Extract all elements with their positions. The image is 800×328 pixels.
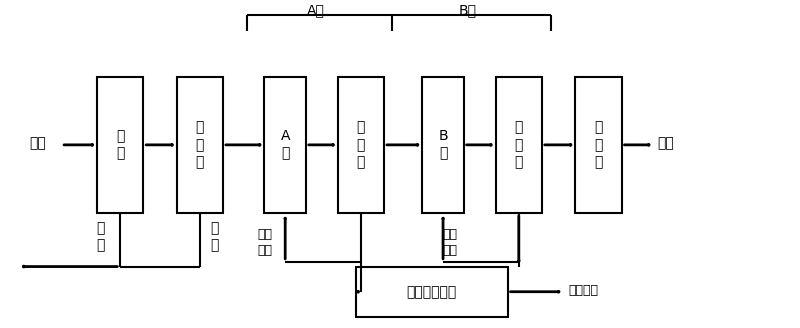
Text: 消
毒
池: 消 毒 池 (594, 121, 602, 169)
Text: A段: A段 (307, 3, 326, 17)
Text: 栅
渣: 栅 渣 (96, 221, 105, 252)
Bar (177, 77, 223, 213)
Text: 回流
污泥: 回流 污泥 (442, 228, 457, 257)
Text: 污泥浓缩脱水: 污泥浓缩脱水 (406, 285, 457, 299)
Text: B
池: B 池 (438, 129, 448, 160)
Bar (356, 267, 508, 317)
Bar (575, 77, 622, 213)
Bar (265, 77, 306, 213)
Text: 干泥外运: 干泥外运 (568, 284, 598, 297)
Text: 格
栅: 格 栅 (116, 129, 124, 160)
Text: 沉
淀
池: 沉 淀 池 (514, 121, 523, 169)
Text: 沉
淀
池: 沉 淀 池 (357, 121, 365, 169)
Bar (97, 77, 143, 213)
Text: 出水: 出水 (657, 136, 674, 150)
Text: 回流
污泥: 回流 污泥 (258, 228, 273, 257)
Text: 进水: 进水 (29, 136, 46, 150)
Text: A
池: A 池 (281, 129, 290, 160)
Text: 沙
渣: 沙 渣 (210, 221, 218, 252)
Bar (422, 77, 464, 213)
Bar (338, 77, 384, 213)
Text: B段: B段 (458, 3, 477, 17)
Text: 沉
沙
池: 沉 沙 池 (196, 121, 204, 169)
Bar (496, 77, 542, 213)
